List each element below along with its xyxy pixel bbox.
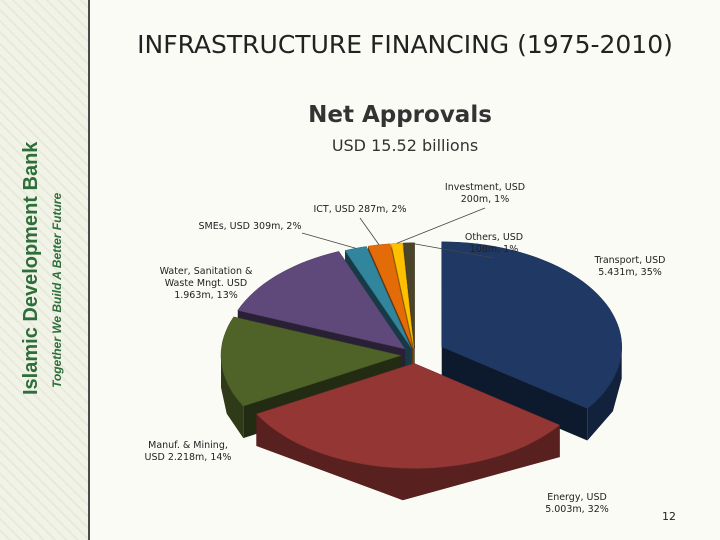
pie-slice [441,241,622,441]
chart-subtitle: USD 15.52 billions [331,136,479,155]
slice-top [344,246,412,349]
slice-wall [256,414,560,501]
slice-label: Water, Sanitation & Waste Mngt. USD 1.96… [159,266,253,301]
slice-label: ICT, USD 287m, 2% [313,204,407,215]
slice-wall [587,346,622,441]
leader-line [301,232,356,249]
slice-label: Investment, USD 200m, 1% [444,182,526,205]
pie-slice [255,363,561,501]
chart-title: Net Approvals [308,102,492,128]
slice-wall [221,355,244,439]
slice-label: Energy, USD 5.003m, 32% [545,492,609,515]
slice-top [441,241,622,409]
slice-top [237,251,406,350]
leader-line [408,242,495,259]
leader-line [396,207,486,244]
slice-label: Transport, USD 5.431m, 35% [594,255,666,278]
slice-label: Manuf. & Mining, USD 2.218m, 14% [144,440,232,463]
slide-title: INFRASTRUCTURE FINANCING (1975-2010) [137,30,673,59]
slice-label: Others, USD 108m, 1% [464,232,524,255]
slice-top [390,242,415,348]
sidebar: Islamic Development Bank Together We Bui… [0,0,90,540]
slice-side [441,346,588,441]
slice-top [220,316,402,407]
slice-label: SMEs, USD 309m, 2% [198,221,302,232]
page-number: 12 [662,510,676,523]
slice-top [255,363,561,469]
leader-line [359,217,380,246]
